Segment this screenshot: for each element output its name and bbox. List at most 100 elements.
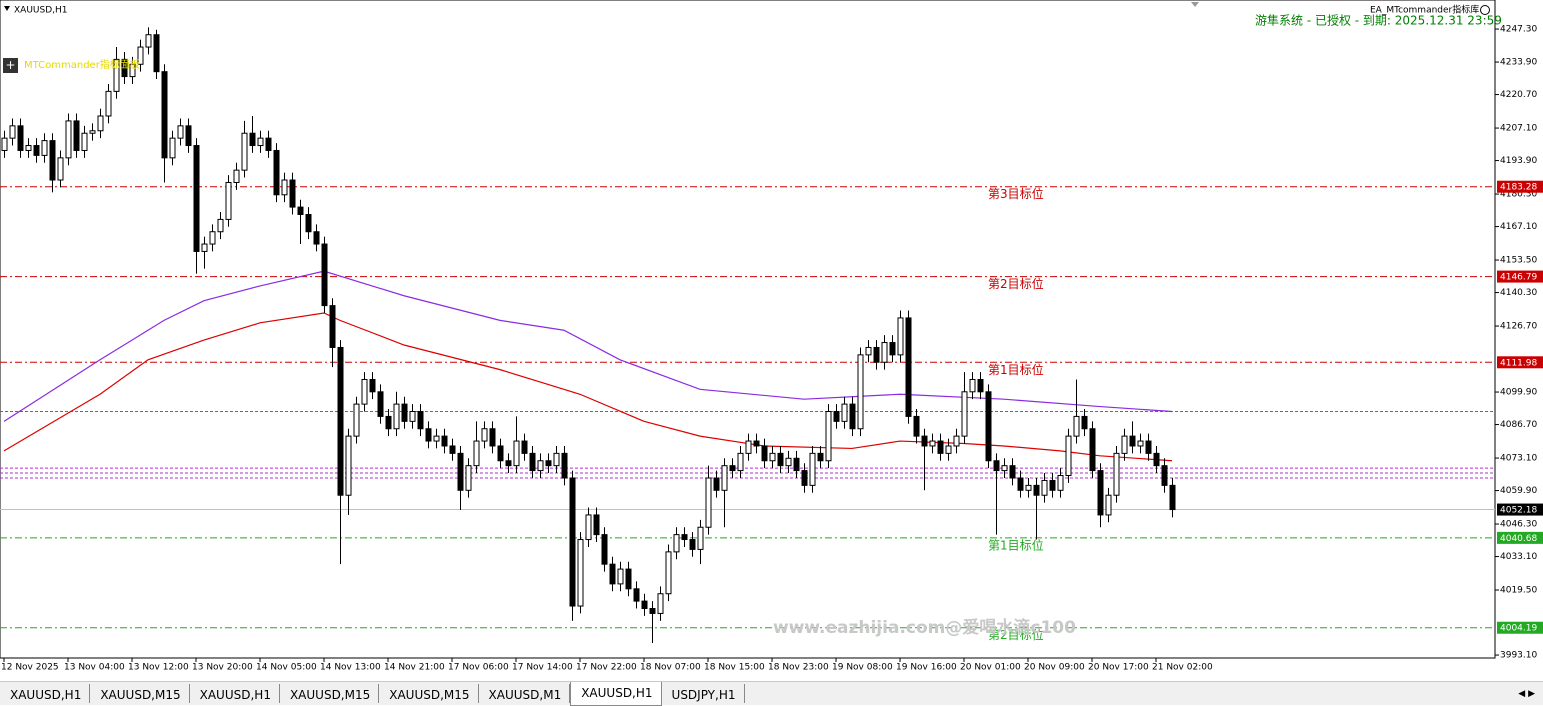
candle-body (945, 445, 952, 454)
panel-label: MTCommander指标面板 (24, 58, 140, 71)
candle-body (241, 132, 248, 171)
candle-body (25, 145, 32, 151)
candle-body (953, 435, 960, 447)
candle-body (409, 410, 416, 422)
candle-body (553, 452, 560, 467)
tab[interactable]: XAUUSD,M1 (479, 684, 571, 703)
candle-body (473, 440, 480, 467)
candle-body (537, 460, 544, 472)
candle-body (401, 403, 408, 422)
candle-body (1169, 484, 1176, 511)
x-tick-label: 19 Nov 16:00 (896, 663, 957, 673)
candle-body (417, 410, 424, 430)
candle-body (249, 132, 256, 147)
candle-body (1073, 415, 1080, 437)
candle-body (73, 120, 80, 151)
candle-body (961, 391, 968, 437)
candle-body (209, 231, 216, 245)
candle-body (825, 410, 832, 462)
candle-body (569, 477, 576, 607)
candle-body (129, 63, 136, 78)
level-label: 第1目标位 (988, 362, 1044, 377)
candle-body (633, 588, 640, 602)
x-tick-label: 14 Nov 21:00 (384, 663, 445, 673)
x-tick-label: 20 Nov 17:00 (1088, 663, 1149, 673)
candle-body (817, 452, 824, 462)
candle-body (193, 145, 200, 252)
tab[interactable]: XAUUSD,M15 (379, 684, 479, 703)
candle-body (985, 391, 992, 462)
candle-body (705, 477, 712, 528)
candle-body (1081, 415, 1088, 430)
panel-plus: + (5, 58, 15, 72)
candle-body (721, 465, 728, 491)
candle-body (289, 179, 296, 208)
y-tick-label: 4140.30 (1500, 288, 1537, 298)
candle-body (665, 551, 672, 595)
x-tick-label: 18 Nov 15:00 (704, 663, 765, 673)
candle-body (1153, 452, 1160, 467)
candle-body (369, 378, 376, 393)
tab[interactable]: XAUUSD,M15 (280, 684, 380, 703)
candle-body (977, 378, 984, 393)
tab[interactable]: XAUUSD,H1 (570, 682, 662, 706)
candle-body (593, 514, 600, 536)
candle-body (337, 346, 344, 496)
candle-body (161, 71, 168, 159)
candle-body (625, 568, 632, 590)
candle-body (1097, 470, 1104, 516)
candle-body (425, 428, 432, 442)
candle-body (81, 132, 88, 151)
candle-body (577, 539, 584, 607)
tab-scroll[interactable]: ◀ ▶ (1518, 689, 1535, 699)
x-tick-label: 21 Nov 02:00 (1152, 663, 1213, 673)
x-tick-label: 17 Nov 06:00 (448, 663, 509, 673)
plot-frame (0, 0, 1496, 659)
y-tick-label: 4193.90 (1500, 156, 1537, 166)
watermark: www.eazhijia.com@爱喝水滴c100 (773, 617, 1076, 638)
tab[interactable]: XAUUSD,H1 (190, 684, 280, 703)
candle-body (833, 410, 840, 422)
candle-body (561, 452, 568, 479)
candle-body (49, 140, 56, 181)
y-tick-label: 4220.70 (1500, 90, 1537, 100)
candle-body (89, 130, 96, 134)
x-tick-label: 18 Nov 07:00 (640, 663, 701, 673)
candle-body (641, 600, 648, 610)
price-tag (1497, 180, 1543, 193)
candle-body (185, 125, 192, 147)
candle-body (57, 157, 64, 181)
candle-body (1113, 452, 1120, 496)
x-tick-label: 13 Nov 12:00 (128, 663, 189, 673)
panel-button[interactable] (3, 58, 18, 73)
y-tick-label: 4153.50 (1500, 256, 1537, 266)
price-tag (1497, 621, 1543, 634)
candle-body (1129, 435, 1136, 447)
candle-body (489, 428, 496, 447)
tab[interactable]: USDJPY,H1 (662, 684, 745, 703)
chart-title: XAUUSD,H1 (14, 6, 68, 16)
candle-body (849, 403, 856, 430)
candle-body (153, 34, 160, 73)
y-tick-label: 4167.10 (1500, 222, 1537, 232)
y-tick-label: 4247.30 (1500, 25, 1537, 35)
candle-body (217, 218, 224, 233)
candle-body (465, 465, 472, 491)
candle-body (281, 179, 288, 196)
candle-body (177, 125, 184, 139)
x-tick-label: 13 Nov 20:00 (192, 663, 253, 673)
symbol-icon (4, 6, 10, 11)
y-tick-label: 4046.30 (1500, 520, 1537, 530)
candle-body (105, 90, 112, 117)
candle-body (873, 346, 880, 363)
candle-body (449, 445, 456, 454)
candle-body (1049, 479, 1056, 491)
tab[interactable]: XAUUSD,H1 (0, 684, 91, 703)
price-tag-label: 4183.28 (1500, 183, 1537, 193)
y-tick-label: 4126.70 (1500, 322, 1537, 332)
candle-body (777, 452, 784, 467)
ea-smiley (1480, 5, 1490, 15)
status-text: 游隼系统 - 已授权 - 到期: 2025.12.31 23:59 (1255, 13, 1502, 28)
candle-body (905, 317, 912, 417)
tab[interactable]: XAUUSD,M15 (90, 684, 190, 703)
